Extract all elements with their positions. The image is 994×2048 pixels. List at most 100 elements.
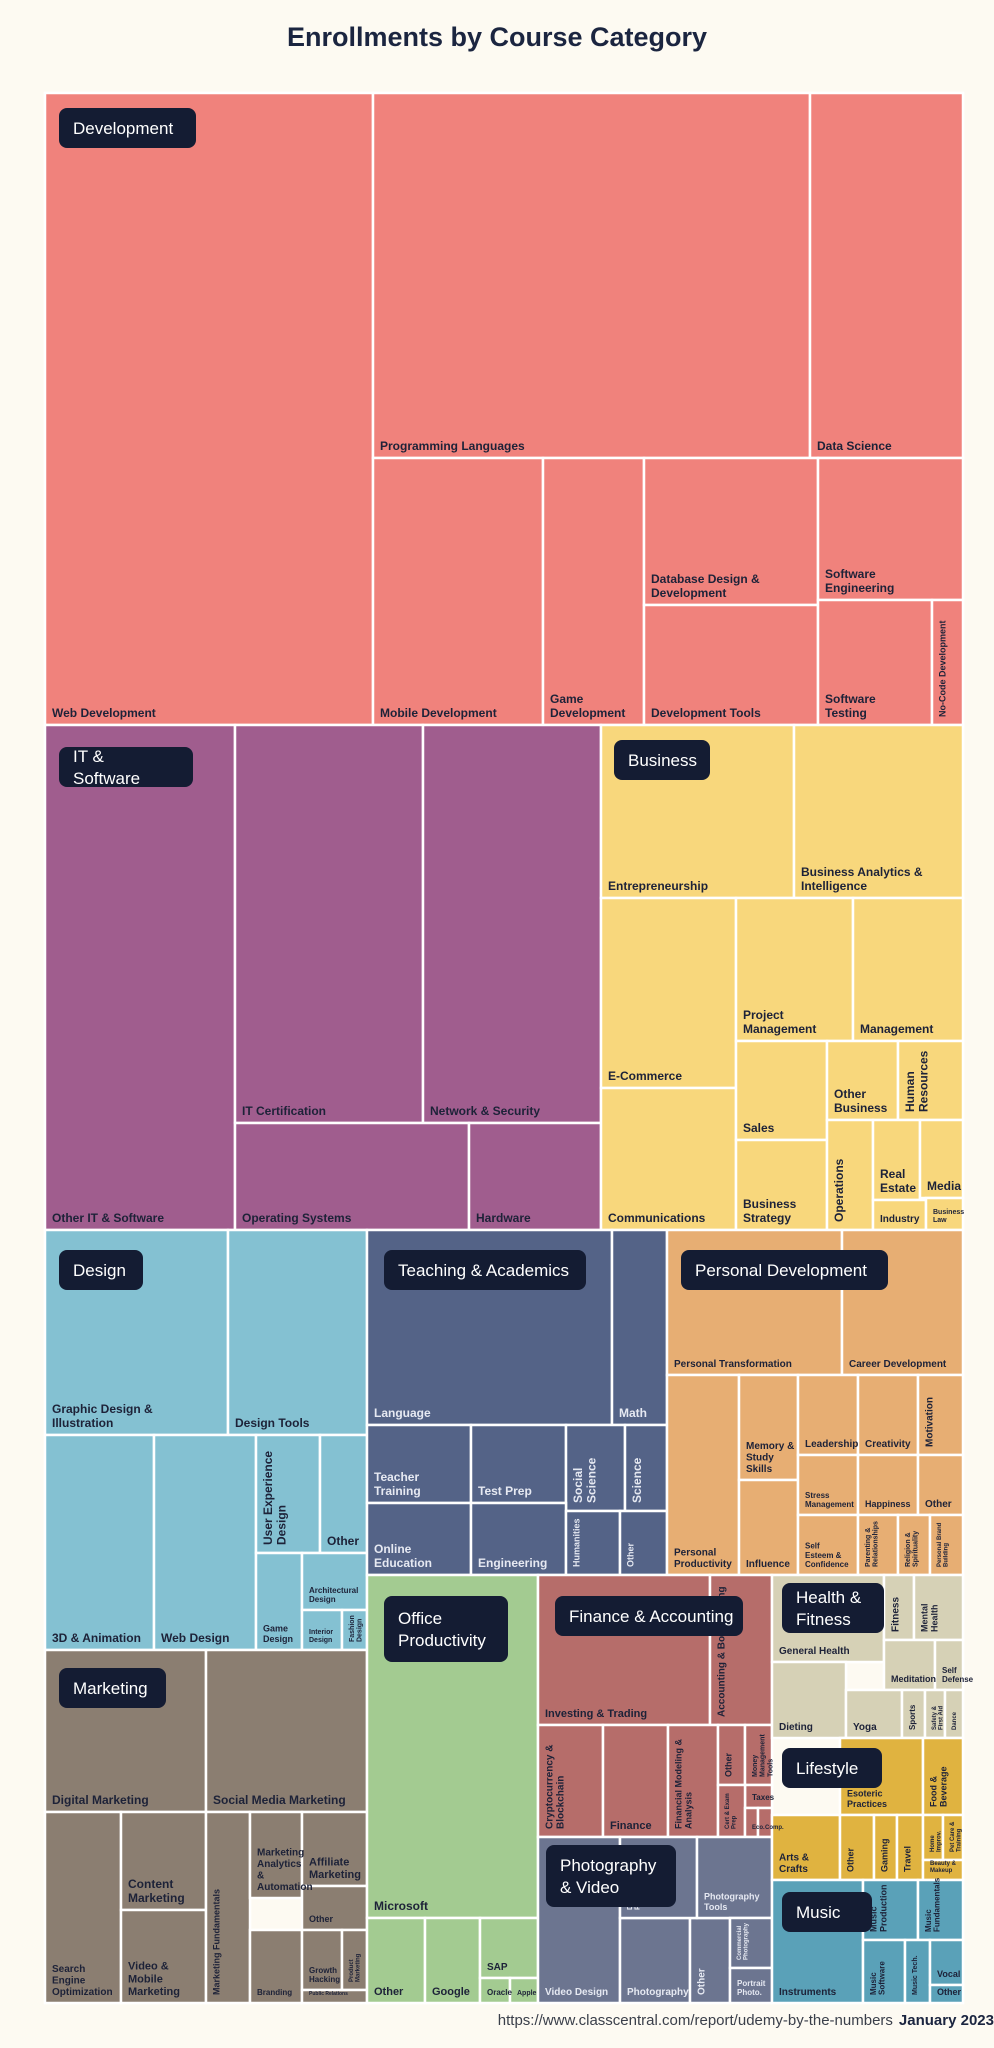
cell-label-photography-and-video-other: Other (697, 1968, 708, 1995)
cell-label-personal-development-motivation: Motivation (925, 1397, 936, 1447)
cell-label-photography-and-video-portrait-photo: Portrait Photo. (737, 1979, 766, 1997)
cell-label-personal-development-personal-transformation: Personal Transformation (674, 1359, 792, 1370)
category-label-design: Design (73, 1261, 126, 1280)
cell-marketing-other (300, 1884, 369, 1932)
cell-label-finance-and-accounting-investing-and-trading: Investing & Trading (545, 1708, 647, 1720)
cell-label-lifestyle-esoteric-practices: Esoteric Practices (847, 1789, 887, 1809)
chart-footer: https://www.classcentral.com/report/udem… (0, 2012, 994, 2029)
cell-label-music-other: Other (937, 1987, 962, 1997)
cell-label-development-development-tools: Development Tools (651, 706, 761, 720)
cell-label-marketing-affiliate-marketing: Affiliate Marketing (309, 1856, 361, 1881)
cell-label-office-productivity-apple: Apple (517, 1990, 537, 1997)
cell-label-personal-development-personal-productivity: Personal Productivity (674, 1548, 732, 1571)
cell-it-and-software-it-certification (233, 723, 425, 1125)
cell-label-finance-and-accounting-cert-and-exam-prep: Cert & ExamPrep (725, 1793, 738, 1829)
cell-design-game-design (254, 1551, 304, 1652)
cell-label-office-productivity-oracle: Oracle (487, 1988, 512, 1997)
cell-photography-and-video-other (688, 1916, 732, 2005)
cell-development-mobile-development (371, 456, 545, 727)
cell-label-marketing-search-engine-optimization: Search Engine Optimization (52, 1964, 113, 1998)
cell-label-finance-and-accounting-financial-modeling-and-analysis: Financial Modeling &Analysis (674, 1738, 694, 1829)
cell-label-business-business-law: Business Law (933, 1209, 964, 1224)
category-label-health-and-fitness: Health & Fitness (796, 1588, 862, 1629)
cell-label-teaching-and-academics-teacher-training: Teacher Training (374, 1470, 421, 1498)
source-link[interactable]: https://www.classcentral.com/report/udem… (497, 2012, 893, 2029)
cell-development-database-design-and-development (642, 456, 820, 607)
cell-personal-development-happiness (856, 1453, 920, 1517)
cell-development-software-engineering (816, 456, 965, 602)
cell-label-personal-development-parenting-and-relationships: Parenting &Relationships (865, 1521, 880, 1567)
cell-label-it-and-software-network-and-security: Network & Security (430, 1104, 540, 1118)
cell-teaching-and-academics-social-science (564, 1423, 627, 1513)
cell-label-teaching-and-academics-science: Science (630, 1457, 644, 1503)
cell-label-it-and-software-operating-systems: Operating Systems (242, 1211, 352, 1225)
cell-business-real-estate (871, 1118, 922, 1202)
category-badge-teaching-and-academics: Teaching & Academics (384, 1250, 586, 1290)
category-badge-marketing: Marketing (59, 1668, 166, 1708)
cell-label-office-productivity-sap: SAP (487, 1962, 508, 1973)
cell-label-business-business-strategy: Business Strategy (743, 1197, 797, 1225)
cell-label-marketing-marketing-fundamentals: Marketing Fundamentals (212, 1889, 222, 1995)
cell-label-it-and-software-hardware: Hardware (476, 1211, 531, 1225)
cell-label-design-3d-and-animation: 3D & Animation (52, 1631, 141, 1645)
cell-label-finance-and-accounting-finance: Finance (610, 1820, 652, 1832)
cell-business-human-resources (896, 1039, 965, 1122)
cell-label-business-operations: Operations (832, 1158, 846, 1222)
cell-label-business-business-analytics-and-intelligence: Business Analytics & Intelligence (801, 865, 923, 893)
category-badge-lifestyle: Lifestyle (782, 1748, 882, 1788)
cell-label-business-real-estate: Real Estate (880, 1167, 916, 1195)
cell-label-lifestyle-food-and-beverage: Food &Beverage (929, 1766, 949, 1807)
cell-label-lifestyle-pet-care-and-training: Pet Care &Training (950, 1821, 963, 1852)
cell-marketing-video-and-mobile-marketing (119, 1908, 208, 2005)
cell-label-it-and-software-other-it-and-software: Other IT & Software (52, 1211, 164, 1225)
cell-finance-and-accounting-comp (756, 1806, 774, 1839)
cell-label-design-fashion-design: FashionDesign (349, 1615, 364, 1642)
cell-it-and-software-other-it-and-software (43, 723, 237, 1232)
cell-label-finance-and-accounting-other: Other (724, 1752, 734, 1777)
cell-label-design-web-design: Web Design (161, 1631, 229, 1645)
cell-label-personal-development-personal-brand-building: Personal BrandBuilding (937, 1522, 950, 1567)
cell-label-finance-and-accounting-cryptocurrency-and-blockchain: Cryptocurrency &Blockchain (545, 1745, 567, 1829)
cell-business-communications (599, 1086, 738, 1232)
category-label-music: Music (796, 1903, 841, 1922)
category-badge-photography-and-video: Photography & Video (546, 1845, 676, 1907)
cell-music-music-tech (903, 1938, 932, 2005)
cell-label-personal-development-happiness: Happiness (865, 1499, 911, 1509)
cell-label-business-management: Management (860, 1022, 933, 1036)
cell-label-personal-development-memory-and-study-skills: Memory & Study Skills (746, 1441, 794, 1475)
cell-label-personal-development-career-development: Career Development (849, 1359, 947, 1370)
cell-label-lifestyle-other: Other (846, 1847, 856, 1872)
cell-marketing-marketing-analytics-and-automation (248, 1810, 304, 1900)
cell-label-business-industry: Industry (880, 1214, 920, 1225)
cell-label-personal-development-leadership: Leadership (805, 1439, 858, 1450)
category-label-photography-and-video: Photography & Video (560, 1856, 657, 1897)
cell-label-development-mobile-development: Mobile Development (380, 706, 497, 720)
cell-label-personal-development-stress-management: Stress Management (805, 1491, 854, 1509)
chart-date: January 2023 (898, 2012, 994, 2029)
cell-label-marketing-public-relations: Public Relations (309, 1991, 348, 1997)
cell-label-marketing-growth-hacking: Growth Hacking (309, 1966, 340, 1984)
cell-development-game-development (541, 456, 646, 727)
category-label-teaching-and-academics: Teaching & Academics (398, 1261, 569, 1280)
cell-label-business-other-business: Other Business (834, 1087, 888, 1115)
cell-business-management (851, 896, 965, 1043)
cell-development-development-tools (642, 603, 820, 727)
cell-label-music-vocal: Vocal (937, 1969, 960, 1979)
cell-label-health-and-fitness-dance: Dance (952, 1711, 958, 1730)
cell-label-photography-and-video-commercial-photography: CommercialPhotography (737, 1922, 750, 1960)
cell-business-business-analytics-and-intelligence (792, 723, 965, 900)
cell-business-business-law (924, 1196, 965, 1232)
cell-design-architectural-design (300, 1551, 369, 1612)
cell-marketing-branding (248, 1928, 304, 2005)
cell-label-business-media: Media (927, 1179, 961, 1193)
cell-label-lifestyle-gaming: Gaming (880, 1838, 890, 1872)
cell-label-marketing-digital-marketing: Digital Marketing (52, 1793, 149, 1807)
cell-personal-development-stress-management (796, 1453, 860, 1517)
cell-label-marketing-branding: Branding (257, 1988, 292, 1997)
cell-music-vocal (928, 1938, 965, 1987)
cell-label-marketing-content-marketing: Content Marketing (128, 1877, 185, 1905)
cell-label-health-and-fitness-fitness: Fitness (891, 1597, 902, 1632)
cell-design-3d-and-animation (43, 1433, 156, 1652)
cell-label-design-other: Other (327, 1534, 359, 1548)
